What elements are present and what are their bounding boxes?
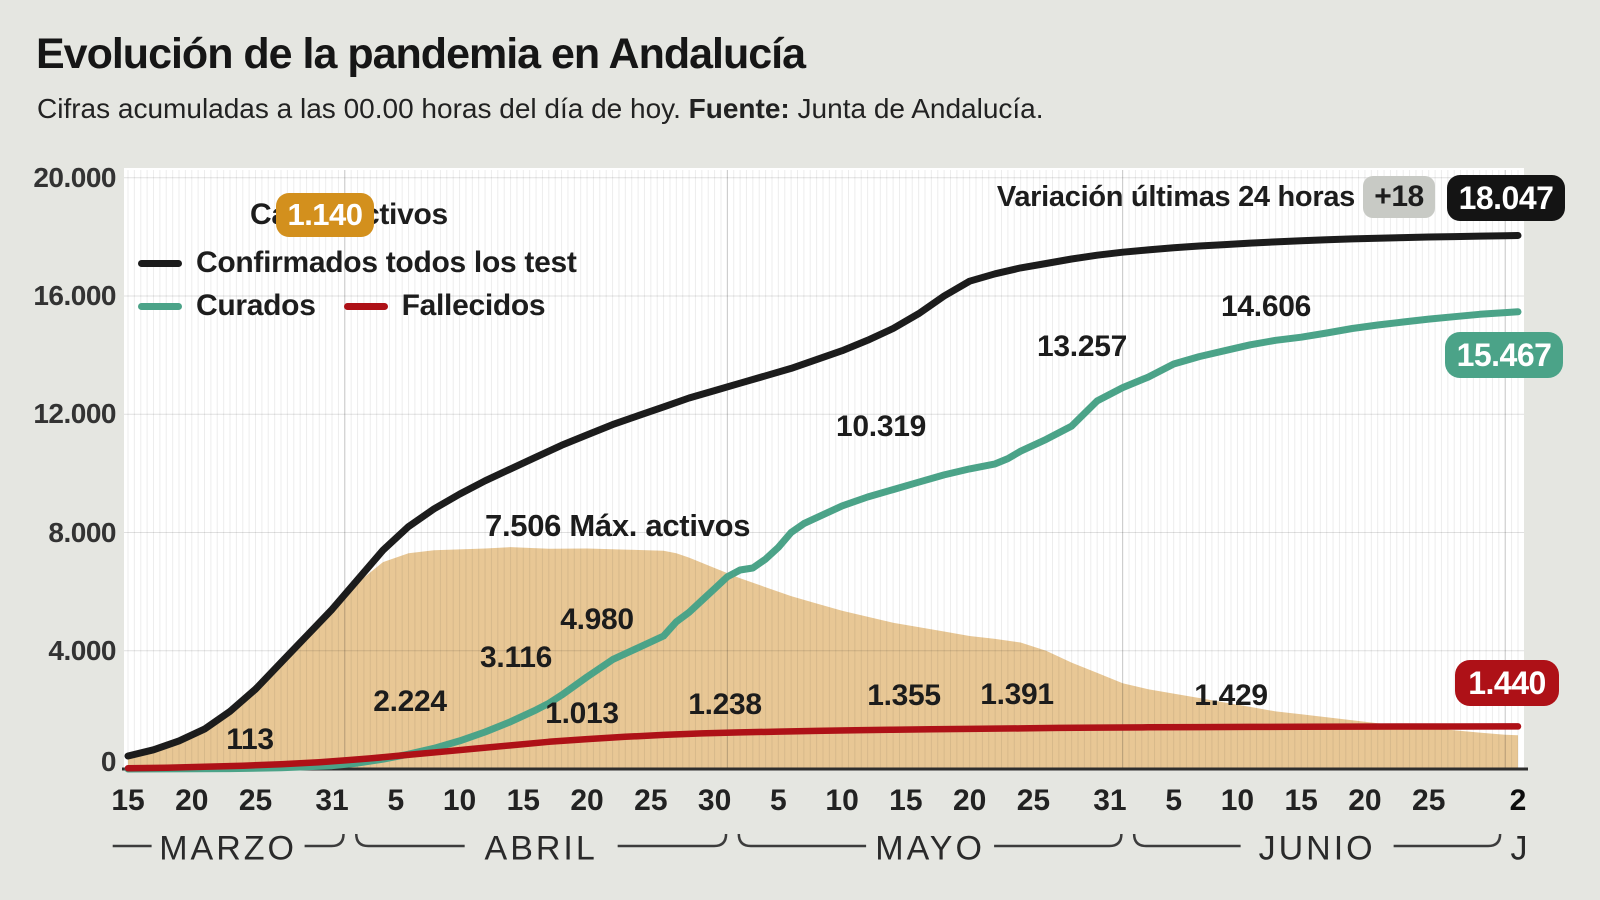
recovered-total-badge: 15.467	[1445, 332, 1563, 378]
active-cases-badge: 1.140	[276, 193, 374, 237]
confirmed-line-swatch	[138, 259, 182, 267]
confirmed-label: Confirmados todos los test	[196, 246, 577, 279]
curados-line	[124, 308, 1522, 773]
legend: 1.140 Casos activos Confirmados todos lo…	[138, 193, 577, 323]
confirmed-delta-badge: +18	[1363, 176, 1435, 218]
subtitle-source-text: Junta de Andalucía.	[789, 93, 1044, 124]
page-title: Evolución de la pandemia en Andalucía	[36, 30, 806, 78]
month-brace-abril	[355, 833, 728, 848]
legend-row-active: 1.140 Casos activos	[138, 193, 577, 237]
page-subtitle: Cifras acumuladas a las 00.00 horas del …	[37, 93, 1044, 125]
recovered-label: Curados	[196, 289, 316, 322]
fallecidos-line	[124, 723, 1522, 772]
deaths-label: Fallecidos	[401, 289, 546, 322]
legend-row-confirmed: Confirmados todos los test	[138, 246, 577, 280]
confirmed-total-badge: 18.047	[1447, 175, 1565, 221]
legend-row-recovered-deaths: Curados Fallecidos	[138, 289, 577, 323]
confirmados-line	[124, 232, 1522, 760]
active-cases-area	[128, 547, 1518, 769]
subtitle-source-label: Fuente:	[688, 93, 790, 124]
month-brace-mayo	[737, 833, 1123, 848]
variation-24h-label: Variación últimas 24 horas	[996, 181, 1355, 213]
recovered-line-swatch	[138, 302, 182, 310]
deaths-total-badge: 1.440	[1455, 660, 1559, 706]
month-brace-marzo	[112, 833, 345, 848]
deaths-line-swatch	[343, 302, 388, 310]
month-brace-junio	[1132, 833, 1502, 848]
subtitle-text: Cifras acumuladas a las 00.00 horas del …	[37, 93, 689, 124]
